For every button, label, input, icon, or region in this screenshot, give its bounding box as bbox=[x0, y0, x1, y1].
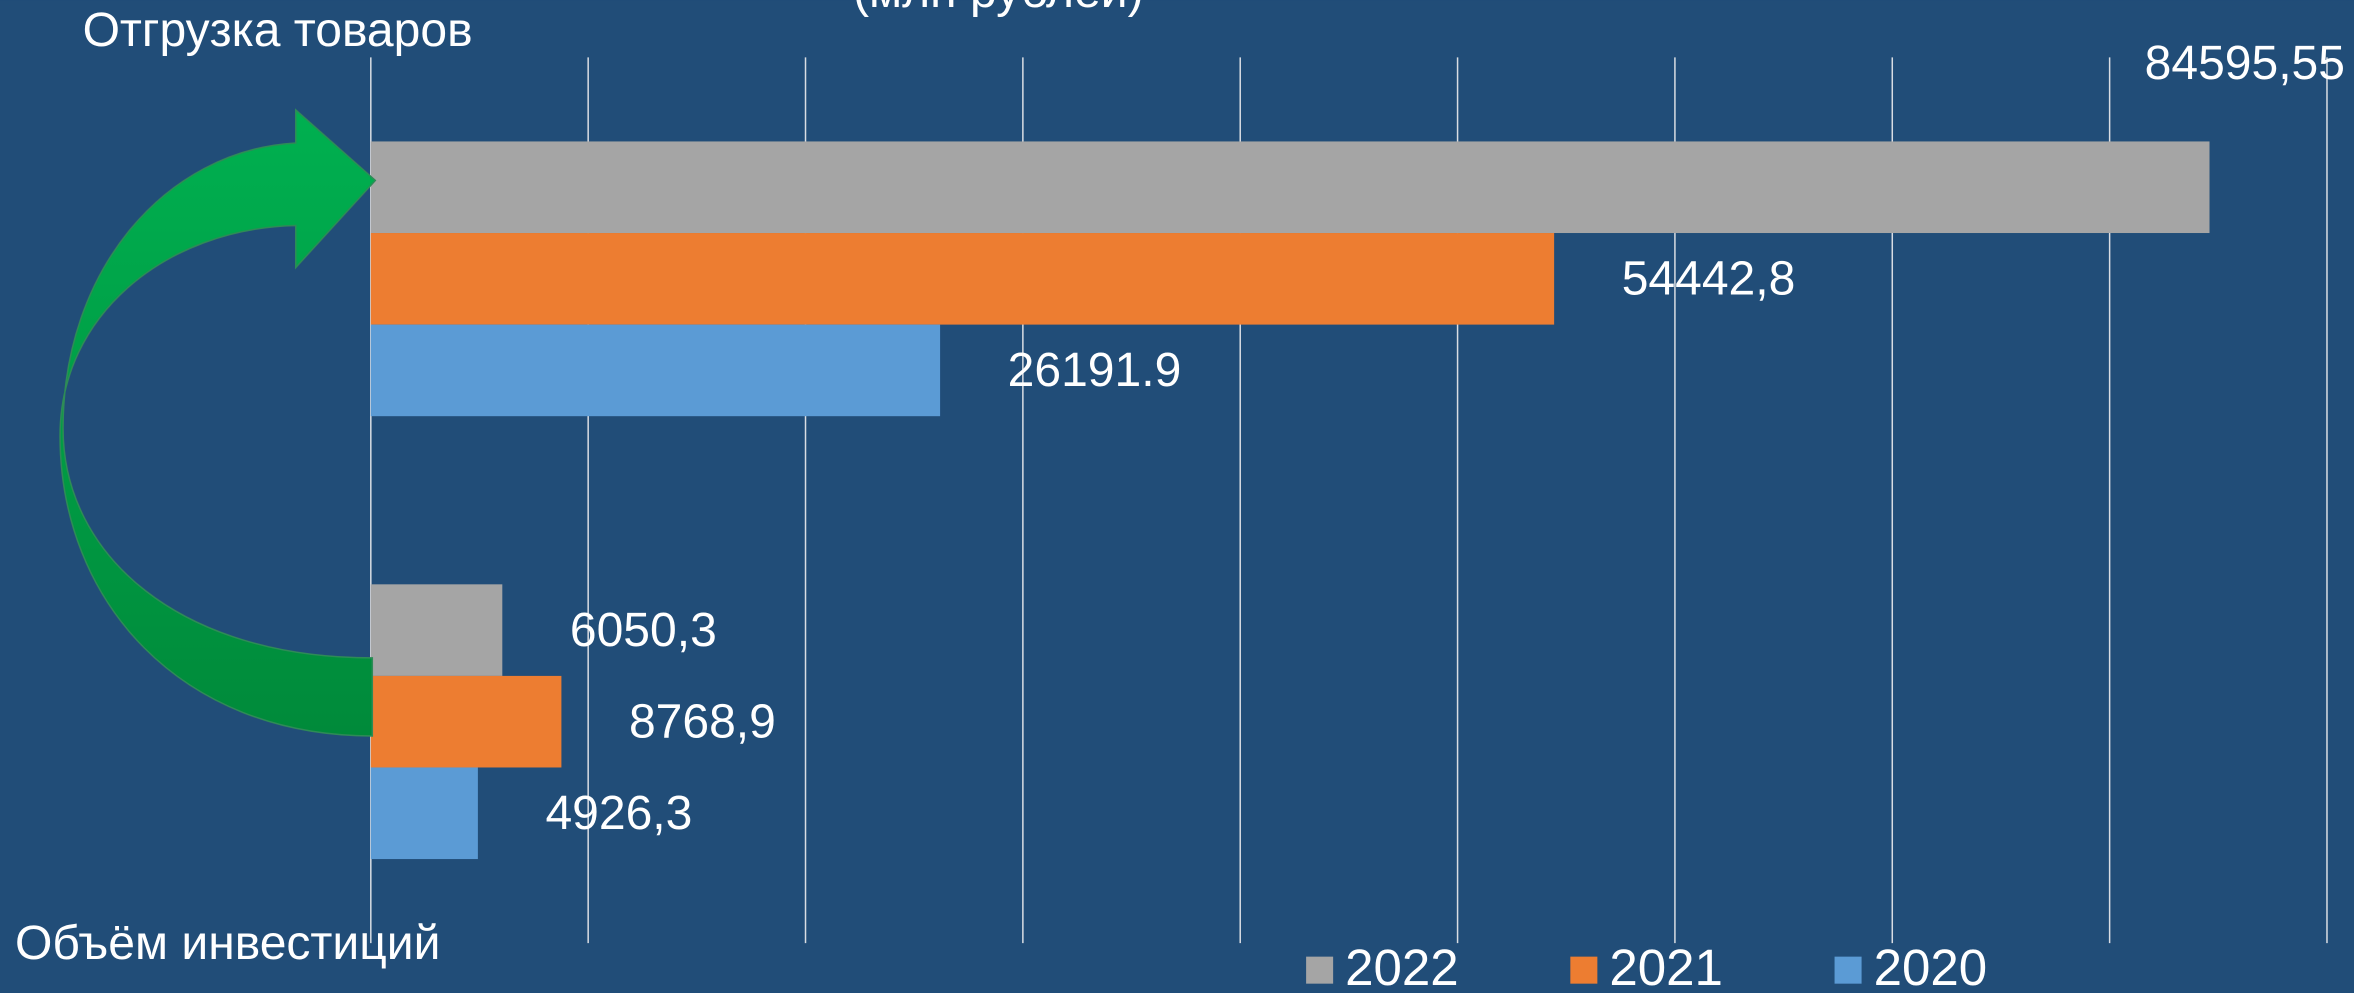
bar bbox=[370, 233, 1555, 325]
value-label: 8768,9 bbox=[629, 695, 776, 748]
legend-swatch bbox=[1306, 956, 1334, 984]
category-label: Отгрузка товаров bbox=[83, 4, 473, 57]
bar bbox=[370, 141, 2210, 234]
bar bbox=[370, 324, 941, 417]
bars bbox=[370, 141, 2210, 860]
decorative-arrow bbox=[59, 108, 377, 737]
legend-swatch bbox=[1570, 956, 1598, 984]
value-label: 54442,8 bbox=[1622, 253, 1796, 306]
legend-label: 2021 bbox=[1609, 939, 1723, 993]
bar bbox=[370, 767, 478, 860]
value-label: 4926,3 bbox=[545, 787, 692, 840]
chart-title: (млн рублей) bbox=[853, 0, 1144, 18]
legend-label: 2020 bbox=[1874, 939, 1988, 993]
legend-label: 2022 bbox=[1345, 939, 1459, 993]
value-label: 26191.9 bbox=[1008, 344, 1182, 397]
category-label: Объём инвестиций bbox=[15, 917, 440, 970]
value-label: 6050,3 bbox=[570, 604, 717, 657]
bar bbox=[370, 675, 562, 768]
value-label: 84595,55 bbox=[2145, 37, 2345, 90]
bar bbox=[370, 584, 503, 676]
legend-swatch bbox=[1834, 956, 1862, 984]
